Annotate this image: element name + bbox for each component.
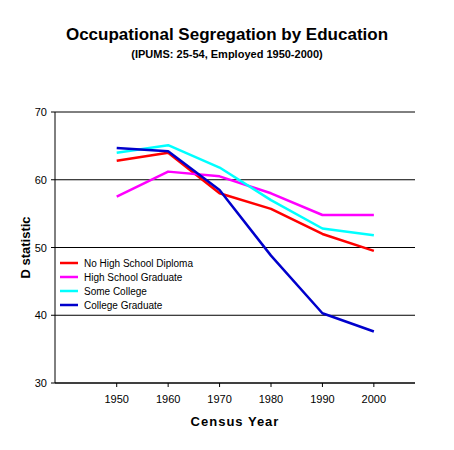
x-tick: [168, 383, 169, 387]
y-tick: [51, 315, 55, 316]
legend-label: High School Graduate: [84, 272, 183, 283]
legend-label: College Graduate: [84, 300, 163, 311]
x-tick: [271, 383, 272, 387]
legend-swatch: [60, 290, 78, 293]
grid-line: [55, 383, 415, 384]
series-line: [117, 172, 374, 215]
y-tick: [51, 179, 55, 180]
grid-line: [55, 112, 415, 113]
legend-label: No High School Diploma: [84, 258, 193, 269]
y-tick-label: 30: [35, 377, 47, 389]
x-tick: [116, 383, 117, 387]
subtitle: (IPUMS: 25-54, Employed 1950-2000): [131, 48, 323, 60]
y-tick-label: 70: [35, 106, 47, 118]
y-axis-label: D statistic: [18, 216, 33, 278]
legend-swatch: [60, 276, 78, 279]
x-tick-label: 1970: [207, 393, 231, 405]
x-tick-label: 1990: [310, 393, 334, 405]
y-tick: [51, 247, 55, 248]
x-tick-label: 1960: [156, 393, 180, 405]
y-tick-label: 60: [35, 174, 47, 186]
x-tick-label: 1980: [259, 393, 283, 405]
y-tick-label: 40: [35, 309, 47, 321]
x-tick: [373, 383, 374, 387]
y-axis: [55, 112, 56, 383]
grid-line: [55, 315, 415, 316]
x-axis: [55, 383, 415, 384]
title: Occupational Segregation by Education: [66, 25, 388, 44]
x-tick-label: 2000: [362, 393, 386, 405]
x-tick-label: 1950: [104, 393, 128, 405]
legend-label: Some College: [84, 286, 147, 297]
x-axis-label: Census Year: [191, 414, 280, 429]
y-tick: [51, 112, 55, 113]
y-tick-label: 50: [35, 242, 47, 254]
legend-swatch: [60, 304, 78, 307]
y-tick: [51, 383, 55, 384]
series-line: [117, 153, 374, 251]
legend: No High School Diploma High School Gradua…: [60, 258, 193, 311]
legend-swatch: [60, 262, 78, 265]
chart: Occupational Segregation by Education (IP…: [0, 0, 454, 450]
grid-line: [55, 179, 415, 180]
x-tick: [322, 383, 323, 387]
x-tick: [219, 383, 220, 387]
